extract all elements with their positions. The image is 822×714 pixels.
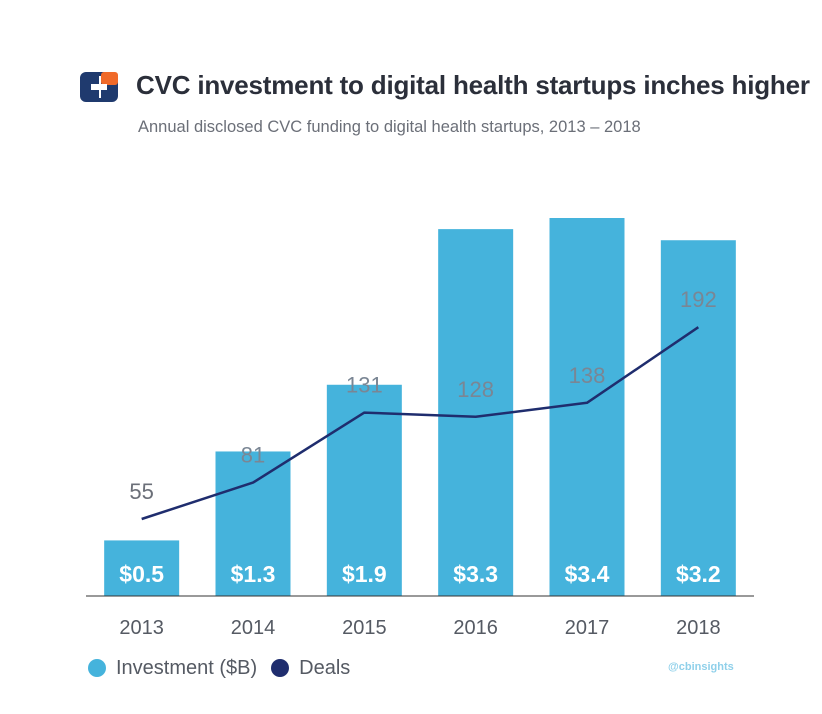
legend-item-investment: Investment ($B) (88, 657, 257, 680)
x-tick-label-2017: 2017 (565, 617, 610, 639)
bar-value-label-2015: $1.9 (342, 561, 387, 587)
deals-value-label-2018: 192 (680, 287, 717, 312)
legend-label-investment: Investment ($B) (116, 656, 258, 679)
bar-2015 (326, 384, 402, 596)
bar-2018 (660, 240, 736, 596)
chart-subtitle: Annual disclosed CVC funding to digital … (138, 118, 641, 136)
bar-value-label-2014: $1.3 (231, 561, 276, 587)
x-tick-label-2014: 2014 (231, 617, 276, 639)
deals-value-label-2015: 131 (346, 373, 383, 398)
bar-value-label-2018: $3.2 (676, 561, 721, 587)
bar-value-label-2013: $0.5 (119, 561, 164, 587)
deals-value-label-2017: 138 (569, 363, 606, 388)
chart-legend: Investment ($B) Deals (88, 654, 364, 682)
x-tick-label-2016: 2016 (453, 617, 498, 639)
legend-swatch-deals (271, 659, 290, 677)
watermark: @cbinsights (668, 661, 734, 673)
deals-value-label-2013: 55 (129, 479, 153, 504)
bar-2013 (104, 540, 180, 596)
legend-item-deals: Deals (271, 657, 350, 680)
x-tick-label-2018: 2018 (676, 617, 721, 639)
legend-label-deals: Deals (299, 656, 351, 679)
x-tick-label-2015: 2015 (342, 617, 387, 639)
cb-insights-logo-icon (80, 72, 118, 102)
bar-value-label-2016: $3.3 (453, 561, 498, 587)
x-tick-label-2013: 2013 (119, 617, 164, 639)
bar-value-label-2017: $3.4 (565, 561, 610, 587)
deals-value-label-2016: 128 (457, 377, 494, 402)
deals-line (141, 326, 700, 521)
bar-2014 (215, 451, 291, 596)
legend-swatch-investment (88, 659, 106, 677)
deals-value-label-2014: 81 (241, 443, 265, 468)
chart-title: CVC investment to digital health startup… (136, 70, 810, 100)
